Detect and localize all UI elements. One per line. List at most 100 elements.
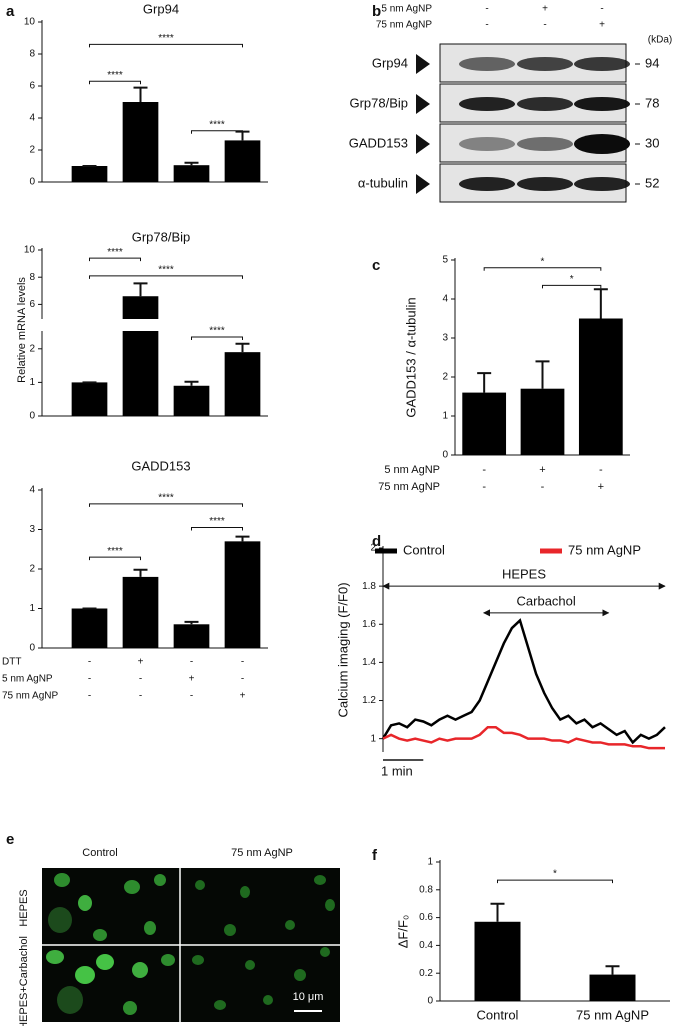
significance-label: * — [553, 869, 557, 880]
unit-label: (kDa) — [648, 35, 672, 46]
band — [459, 57, 515, 71]
y-tick-label: 1 — [370, 733, 376, 744]
band — [574, 97, 630, 111]
bar — [122, 102, 159, 182]
x-tick-label: Control — [477, 1007, 519, 1022]
bar — [224, 352, 261, 416]
bar — [224, 541, 261, 648]
significance-label: * — [541, 256, 545, 267]
kda-label: 52 — [645, 175, 659, 190]
arrowhead — [416, 54, 430, 74]
significance-label: **** — [107, 546, 123, 557]
significance-label: **** — [107, 70, 123, 81]
bar — [71, 166, 108, 182]
y-tick-label: 2 — [370, 543, 376, 554]
significance-bracket — [542, 284, 602, 289]
band — [517, 137, 573, 151]
treatment-sign: - — [485, 20, 488, 31]
bar — [474, 921, 521, 1001]
error-bar — [477, 372, 492, 393]
error-bar — [593, 288, 608, 319]
y-tick-label: 10 — [24, 17, 36, 28]
y-tick-label: 2 — [442, 372, 448, 383]
scale-bar-label: 1 min — [381, 763, 413, 778]
bar — [589, 974, 636, 1001]
y-tick-label: 0 — [29, 643, 35, 654]
protein-label: GADD153 — [349, 135, 408, 150]
condition-sign: - — [599, 464, 603, 476]
y-tick-label: 4 — [442, 294, 448, 305]
error-bar — [133, 86, 148, 102]
y-tick-label: 4 — [29, 485, 35, 496]
significance-bracket — [191, 336, 243, 341]
condition-sign: - — [139, 691, 142, 702]
significance-label: **** — [209, 516, 225, 527]
condition-sign: - — [190, 691, 193, 702]
panel-label: b — [372, 3, 381, 20]
y-tick-label: 2 — [29, 564, 35, 575]
arrowhead — [416, 134, 430, 154]
y-axis-label: Calcium imaging (F/F0) — [335, 582, 350, 717]
condition-label: 5 nm AgNP — [2, 674, 53, 685]
y-tick-label: 1 — [29, 377, 35, 388]
condition-sign: - — [139, 674, 142, 685]
y-tick-label: 1.4 — [362, 657, 376, 668]
bar — [71, 608, 108, 648]
bar — [520, 388, 565, 455]
y-tick-label: 2 — [29, 145, 35, 156]
y-tick-label: 0.6 — [419, 912, 433, 923]
significance-label: **** — [158, 492, 174, 503]
bar — [71, 382, 108, 416]
error-bar — [235, 342, 250, 353]
band — [574, 134, 630, 154]
scale-bar-label: 10 μm — [293, 991, 324, 1003]
y-tick-label: 0.2 — [419, 968, 433, 979]
treatment-sign: + — [599, 20, 605, 31]
y-tick-label: 3 — [442, 333, 448, 344]
significance-label: **** — [107, 247, 123, 258]
protein-label: α-tubulin — [358, 175, 408, 190]
bar — [173, 385, 210, 416]
condition-sign: - — [482, 481, 486, 493]
bar — [173, 165, 210, 182]
legend-label: 75 nm AgNP — [568, 542, 641, 557]
y-tick-label: 1.8 — [362, 581, 376, 592]
row-header: HEPES+Carbachol — [18, 936, 30, 1026]
significance-bracket — [89, 257, 141, 262]
significance-bracket — [191, 527, 243, 531]
significance-bracket — [483, 267, 602, 271]
bar — [462, 392, 507, 455]
band — [517, 57, 573, 71]
chart-title: Grp94 — [143, 1, 179, 16]
y-tick-label: 5 — [442, 255, 448, 266]
significance-bracket — [89, 503, 243, 507]
condition-sign: - — [541, 481, 545, 493]
error-bar — [490, 902, 505, 922]
treatment-sign: - — [543, 20, 546, 31]
significance-bracket — [89, 275, 243, 279]
column-header: 75 nm AgNP — [231, 847, 293, 859]
significance-bracket — [89, 556, 141, 561]
chart-title: Grp78/Bip — [132, 229, 191, 244]
column-header: Control — [82, 847, 117, 859]
panel-label: e — [6, 831, 14, 848]
condition-label: 75 nm AgNP — [2, 691, 58, 702]
condition-sign: + — [138, 657, 144, 668]
error-bar — [535, 360, 550, 389]
panel-label: d — [372, 533, 381, 550]
arrowhead — [416, 94, 430, 114]
significance-label: **** — [158, 264, 174, 275]
condition-sign: + — [189, 674, 195, 685]
y-tick-label: 0 — [29, 411, 35, 422]
y-tick-label: 1.6 — [362, 619, 376, 630]
error-bar — [133, 282, 148, 297]
band — [517, 97, 573, 111]
panel-label: a — [6, 3, 15, 20]
y-tick-label: 0 — [29, 177, 35, 188]
condition-sign: + — [539, 464, 545, 476]
band — [459, 97, 515, 111]
y-tick-label: 0 — [427, 996, 433, 1007]
y-tick-label: 0.4 — [419, 940, 433, 951]
y-tick-label: 8 — [29, 272, 35, 283]
y-tick-label: 0 — [442, 450, 448, 461]
